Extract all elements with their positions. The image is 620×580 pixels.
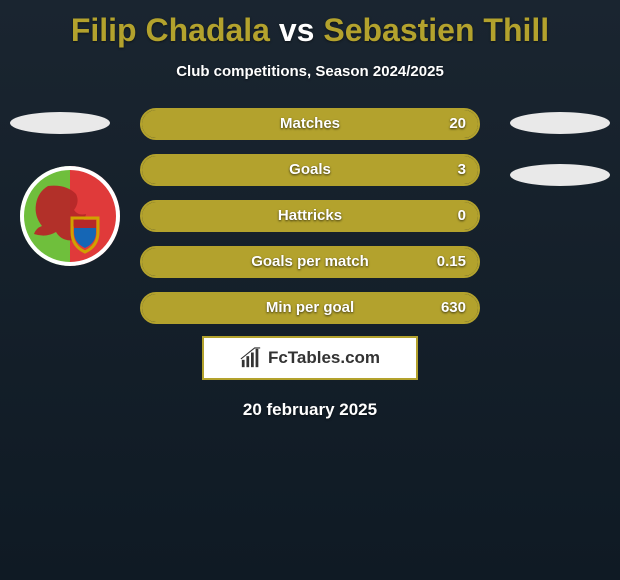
player2-marker-ellipse-2 — [510, 164, 610, 186]
bar-label: Goals per match — [140, 246, 480, 278]
player1-marker-ellipse — [10, 112, 110, 134]
date-text: 20 february 2025 — [0, 400, 620, 420]
player2-marker-ellipse-1 — [510, 112, 610, 134]
vs-text: vs — [279, 12, 315, 48]
bar-value: 20 — [449, 108, 466, 140]
bar-label: Goals — [140, 154, 480, 186]
bar-label: Hattricks — [140, 200, 480, 232]
stat-bars: Matches20 Goals3 Hattricks0 Goals per match… — [140, 108, 480, 338]
crest-svg — [20, 166, 120, 266]
bar-label: Min per goal — [140, 292, 480, 324]
stat-bar: Goals3 — [140, 154, 480, 186]
bar-value: 0.15 — [437, 246, 466, 278]
fctables-logo: FcTables.com — [202, 336, 418, 380]
stat-bar: Goals per match0.15 — [140, 246, 480, 278]
bar-chart-icon — [240, 347, 262, 369]
player1-name: Filip Chadala — [71, 12, 270, 48]
comparison-area: Matches20 Goals3 Hattricks0 Goals per match… — [0, 108, 620, 328]
stat-bar: Matches20 — [140, 108, 480, 140]
subtitle: Club competitions, Season 2024/2025 — [0, 63, 620, 80]
stat-bar: Hattricks0 — [140, 200, 480, 232]
bar-label: Matches — [140, 108, 480, 140]
bar-value: 0 — [458, 200, 466, 232]
bar-value: 630 — [441, 292, 466, 324]
stat-bar: Min per goal630 — [140, 292, 480, 324]
page-title: Filip Chadala vs Sebastien Thill — [0, 0, 620, 49]
club-crest — [20, 166, 120, 266]
bar-value: 3 — [458, 154, 466, 186]
player2-name: Sebastien Thill — [323, 12, 549, 48]
logo-text: FcTables.com — [268, 348, 380, 368]
